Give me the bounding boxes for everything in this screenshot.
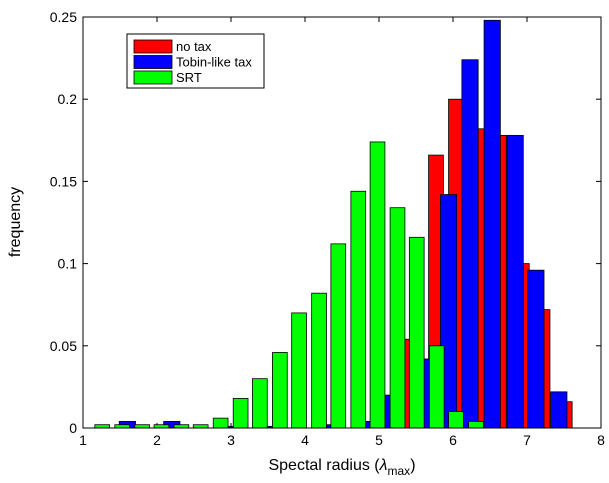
bar <box>232 398 249 429</box>
tick-labels: 1 2 3 4 5 6 7 8 0 0.05 0.1 0.15 0.2 0.25 <box>50 9 605 448</box>
x-tick-label: 7 <box>523 432 531 448</box>
series-srt <box>94 141 484 429</box>
x-tick-label: 4 <box>301 432 309 448</box>
bar <box>468 421 484 429</box>
bar <box>389 207 406 429</box>
y-tick-label: 0.05 <box>50 338 77 354</box>
bar <box>291 312 307 429</box>
bar <box>550 391 568 429</box>
bar <box>527 269 545 429</box>
x-tick-label: 3 <box>227 432 235 448</box>
y-tick-label: 0.25 <box>50 9 77 25</box>
bar <box>330 243 347 429</box>
legend-swatch <box>133 39 173 54</box>
x-tick-label: 8 <box>597 432 605 448</box>
bar <box>483 19 501 429</box>
bar <box>448 411 464 429</box>
bar <box>428 345 445 429</box>
x-axis-label: Spectal radius (λmax) <box>268 457 415 478</box>
legend-label: Tobin-like tax <box>176 55 252 70</box>
bar <box>272 351 288 429</box>
plot-area-frame <box>82 16 602 429</box>
x-tick-label: 6 <box>449 432 457 448</box>
x-axis-label-close: ) <box>410 457 415 474</box>
y-axis-label: frequency <box>7 187 24 257</box>
bar <box>506 134 524 429</box>
legend-swatch <box>133 70 173 85</box>
x-axis-label-subscript: max <box>388 464 411 478</box>
y-tick-label: 0.1 <box>58 256 78 272</box>
bar <box>461 59 479 429</box>
x-axis-label-symbol: λ <box>379 457 388 474</box>
legend-label: SRT <box>176 70 202 85</box>
x-tick-label: 2 <box>153 432 161 448</box>
bar <box>212 417 229 429</box>
bar <box>350 190 367 429</box>
bar <box>408 236 425 429</box>
legend-swatch <box>133 55 173 69</box>
y-tick-label: 0 <box>69 420 77 436</box>
x-tick-label: 1 <box>79 432 87 448</box>
bar <box>311 292 327 429</box>
y-tick-label: 0.2 <box>58 91 78 107</box>
bar <box>252 378 268 429</box>
x-axis-label-text: Spectal radius ( <box>268 457 380 474</box>
y-tick-label: 0.15 <box>50 173 77 189</box>
bars-group <box>94 19 573 429</box>
bar <box>369 141 386 429</box>
legend-label: no tax <box>176 39 212 54</box>
x-tick-label: 5 <box>375 432 383 448</box>
